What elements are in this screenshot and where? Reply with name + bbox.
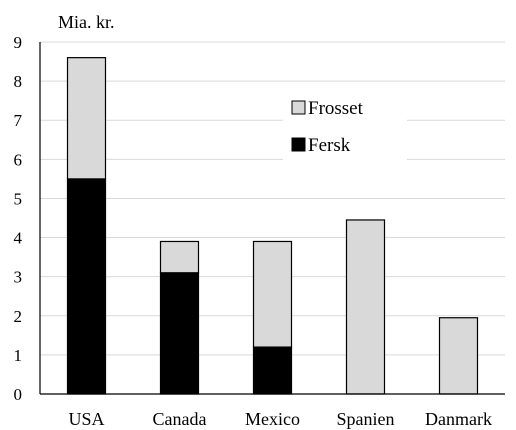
bar-fersk-canada — [159, 272, 200, 395]
y-tick-labels: 0 1 2 3 4 5 6 7 8 9 — [14, 33, 23, 404]
y-tick-label: 2 — [14, 307, 23, 326]
y-tick-label: 1 — [14, 346, 23, 365]
y-tick-label: 9 — [14, 33, 23, 52]
bar-fersk-mexico — [252, 346, 293, 395]
y-unit-label: Mia. kr. — [58, 12, 115, 32]
bar-fersk-usa — [66, 178, 107, 395]
x-category-label: Mexico — [245, 409, 300, 429]
x-category-label: USA — [68, 409, 104, 429]
bars — [66, 57, 479, 395]
legend: Frosset Fersk — [283, 92, 407, 164]
bar-frosset-usa — [66, 57, 107, 180]
gridlines — [40, 41, 505, 356]
x-category-label: Canada — [153, 409, 207, 429]
y-tick-label: 0 — [14, 385, 23, 404]
legend-swatch-fersk — [291, 137, 306, 152]
y-tick-label: 3 — [14, 268, 23, 287]
y-tick-label: 4 — [14, 229, 23, 248]
x-category-label: Danmark — [425, 409, 492, 429]
legend-label-fersk: Fersk — [308, 135, 351, 156]
x-category-label: Spanien — [337, 409, 395, 429]
legend-swatch-frosset — [291, 100, 306, 115]
legend-label-frosset: Frosset — [308, 98, 364, 119]
y-tick-label: 8 — [14, 72, 23, 91]
y-tick-label: 7 — [14, 111, 23, 130]
bar-frosset-mexico — [252, 240, 293, 348]
y-tick-label: 6 — [14, 150, 23, 169]
bar-frosset-canada — [159, 240, 200, 274]
bar-frosset-danmark — [438, 317, 479, 395]
x-category-labels: USA Canada Mexico Spanien Danmark — [68, 409, 492, 429]
y-tick-label: 5 — [14, 189, 23, 208]
bar-frosset-spanien — [345, 219, 386, 395]
